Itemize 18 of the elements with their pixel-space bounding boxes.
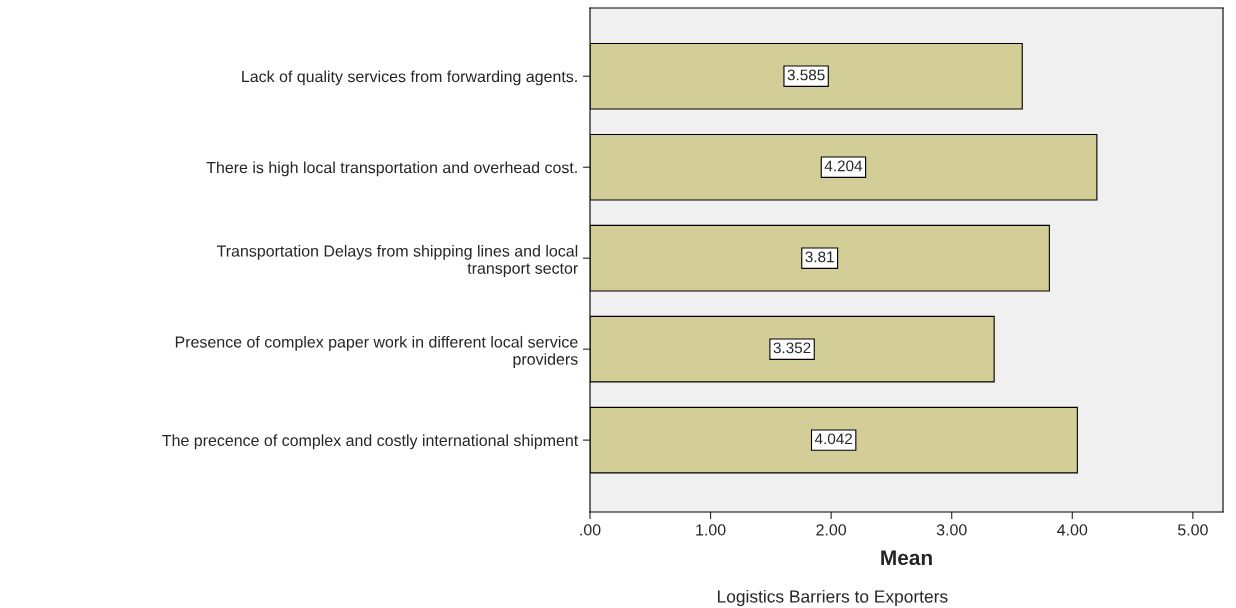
data-label: 4.042 [814, 433, 853, 445]
y-tick-label: Lack of quality services from forwarding agents. [242, 70, 577, 86]
x-tick-label: 4.00 [1057, 524, 1088, 536]
x-tick-label: 1.00 [696, 524, 726, 536]
x-tick-label: 3.00 [936, 524, 967, 536]
data-label: 3.352 [773, 342, 811, 354]
y-tick-label: There is high local transportation and overhead cost. [206, 161, 577, 177]
x-axis-title: Mean [881, 550, 932, 566]
data-label: 4.204 [824, 160, 863, 172]
x-tick-label: 5.00 [1177, 524, 1208, 536]
y-tick-label: The precence of complex and costly international shipment [162, 434, 579, 450]
data-label: 3.585 [787, 69, 825, 81]
y-tick-label: Presence of complex paper work in different local service providers [175, 335, 578, 369]
text: Logistics Barriers to Exporters [717, 589, 948, 607]
x-tick-label: 2.00 [816, 524, 847, 536]
y-tick-label: Transportation Delays from shipping lines and local transport sector [216, 244, 578, 278]
data-label: 3.81 [805, 251, 834, 263]
x-tick-label: .00 [580, 524, 601, 536]
